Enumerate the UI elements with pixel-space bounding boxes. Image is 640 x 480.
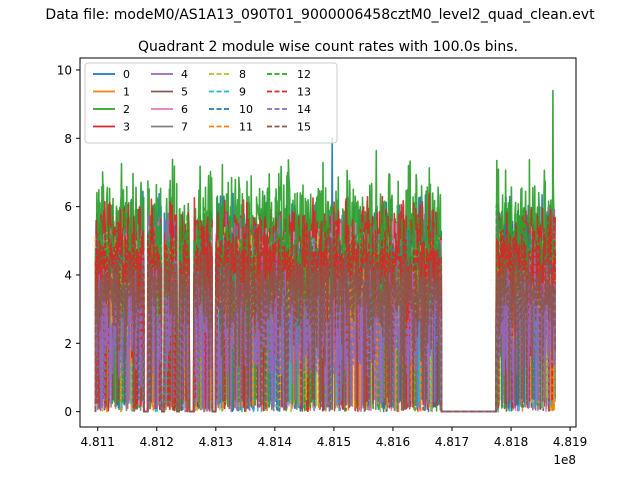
x-tick-label: 4.811: [81, 435, 115, 449]
legend-box: [84, 62, 338, 144]
legend-label-10: 10: [239, 103, 253, 116]
series-line-15: [94, 238, 556, 413]
chart-title: Quadrant 2 module wise count rates with …: [138, 39, 518, 55]
legend-label-12: 12: [297, 68, 311, 81]
legend-label-15: 15: [297, 121, 311, 134]
legend-label-11: 11: [239, 121, 253, 134]
x-axis-offset-label: 1e8: [553, 453, 576, 467]
legend-label-3: 3: [123, 121, 130, 134]
x-tick-label: 4.812: [140, 435, 174, 449]
legend-label-9: 9: [239, 86, 246, 99]
legend-label-0: 0: [123, 68, 130, 81]
y-tick-label: 6: [64, 200, 72, 214]
legend-label-14: 14: [297, 103, 311, 116]
x-tick-label: 4.816: [376, 435, 410, 449]
legend-label-8: 8: [239, 68, 246, 81]
x-tick-label: 4.818: [494, 435, 528, 449]
legend-label-4: 4: [181, 68, 188, 81]
legend-label-6: 6: [181, 103, 188, 116]
y-tick-label: 8: [64, 132, 72, 146]
axes: 4.811 4.812 4.813 4.814 4.815 4.816 4.817 4.818…: [57, 57, 587, 467]
x-tick-label: 4.814: [258, 435, 292, 449]
legend-label-5: 5: [181, 86, 188, 99]
x-tick-label: 4.817: [435, 435, 469, 449]
y-tick-label: 4: [64, 268, 72, 282]
y-tick-label: 10: [57, 63, 72, 77]
legend-label-2: 2: [123, 103, 130, 116]
x-tick-label: 4.813: [199, 435, 233, 449]
y-tick-label: 2: [64, 337, 72, 351]
plot-frame: [79, 57, 577, 428]
legend-label-1: 1: [123, 86, 130, 99]
figure-suptitle: Data file: modeM0/AS1A13_090T01_90000064…: [45, 7, 595, 23]
legend-label-13: 13: [297, 86, 311, 99]
series-layer: [94, 89, 556, 413]
y-tick-label: 0: [64, 405, 72, 419]
x-tick-label: 4.815: [317, 435, 351, 449]
legend-label-7: 7: [181, 121, 188, 134]
x-tick-label: 4.819: [553, 435, 587, 449]
